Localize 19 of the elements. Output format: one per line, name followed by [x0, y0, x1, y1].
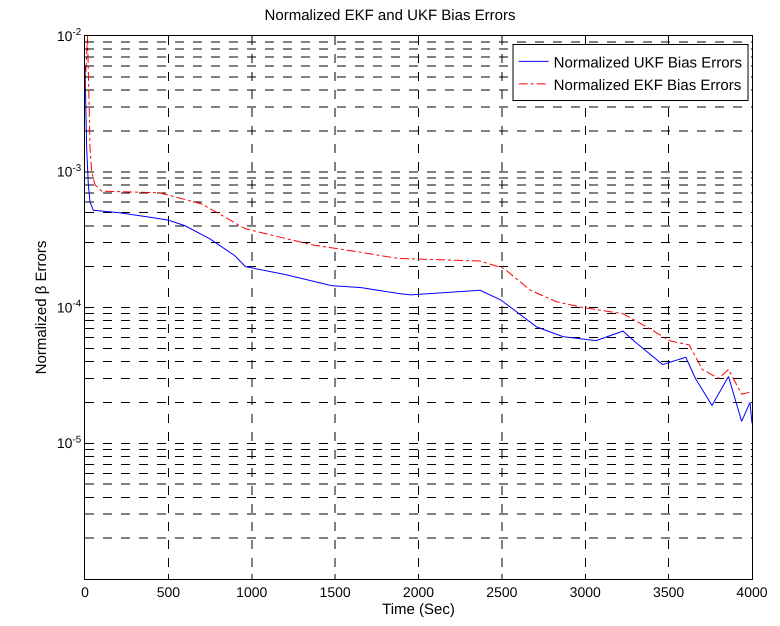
legend-label: Normalized UKF Bias Errors: [554, 54, 742, 72]
x-tick-label: 2500: [486, 584, 518, 600]
x-tick-label: 2000: [402, 584, 434, 600]
x-tick-label: 4000: [736, 584, 768, 600]
legend-label: Normalized EKF Bias Errors: [554, 76, 742, 94]
x-axis-title: Time (Sec): [382, 600, 455, 618]
y-tick-label: 10$^{-2}$: [56, 27, 82, 44]
x-tick-label: 0: [81, 584, 90, 600]
x-tick-label: 1000: [236, 584, 268, 600]
y-tick-label: 10$^{-4}$: [56, 298, 82, 316]
x-tick-label: 3000: [570, 584, 602, 600]
x-tick-label: 500: [156, 584, 180, 600]
y-tick-label: 10$^{-3}$: [56, 162, 82, 180]
x-tick-label: 3500: [653, 584, 684, 600]
y-axis-title: Normalized β Errors: [33, 240, 50, 374]
line-series: [85, 36, 752, 395]
y-tick-label: 10$^{-5}$: [56, 434, 82, 452]
chart-title: Normalized EKF and UKF Bias Errors: [264, 6, 516, 24]
x-tick-label: 1500: [320, 584, 351, 600]
